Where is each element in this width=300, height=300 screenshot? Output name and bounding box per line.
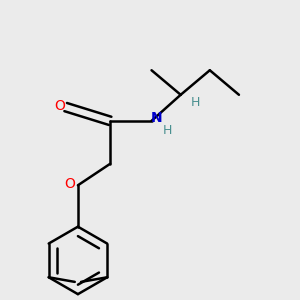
Text: O: O: [55, 98, 66, 112]
Text: H: H: [163, 124, 172, 136]
Text: N: N: [151, 111, 162, 125]
Text: H: H: [191, 96, 200, 109]
Text: O: O: [64, 177, 75, 191]
